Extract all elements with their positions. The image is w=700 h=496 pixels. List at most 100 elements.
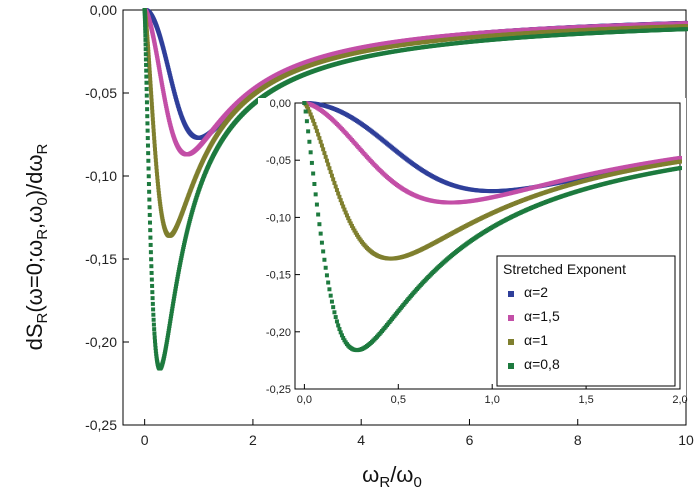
data-point xyxy=(146,47,151,52)
inset-series-group xyxy=(302,101,682,353)
data-point xyxy=(332,310,337,315)
data-point xyxy=(321,147,326,152)
main-y-tick-label: -0,15 xyxy=(85,251,117,267)
data-point xyxy=(334,188,339,193)
data-point xyxy=(318,231,323,236)
data-point xyxy=(150,117,155,122)
data-point xyxy=(184,232,189,237)
data-point xyxy=(174,284,179,289)
main-y-tick-label: -0,05 xyxy=(85,85,117,101)
legend: Stretched Exponent α=2 α=1,5 α=1 α=0,8 xyxy=(496,255,676,387)
data-point xyxy=(152,331,157,336)
data-point xyxy=(302,101,307,105)
data-point xyxy=(151,124,156,129)
main-x-tick-label: 4 xyxy=(357,432,365,448)
data-point xyxy=(314,128,319,133)
data-point xyxy=(152,147,157,152)
x-axis-title: ωR/ω0 xyxy=(362,462,422,491)
inset-plot: 0,00 -0,05 -0,10 -0,15 -0,20 -0,25 0,0 0,5 1,0 1… xyxy=(258,98,688,406)
data-point xyxy=(341,335,346,340)
data-point xyxy=(168,319,173,324)
main-y-tick-label: -0,25 xyxy=(85,417,117,433)
inset-series-1 xyxy=(302,101,682,261)
data-point xyxy=(313,192,318,197)
data-point xyxy=(143,29,148,34)
data-point xyxy=(169,314,174,319)
data-point xyxy=(153,151,158,156)
data-point xyxy=(347,218,352,223)
main-series-1 xyxy=(142,8,688,238)
data-point xyxy=(174,279,179,284)
data-point xyxy=(156,188,161,193)
inset-y-tick-label: -0,10 xyxy=(266,212,291,224)
data-point xyxy=(182,242,187,247)
main-y-tick-label: -0,20 xyxy=(85,334,117,350)
data-point xyxy=(146,49,151,54)
data-point xyxy=(144,80,149,85)
data-point xyxy=(142,19,147,24)
legend-marker xyxy=(508,315,514,321)
data-point xyxy=(328,293,333,298)
data-point xyxy=(151,132,156,137)
data-point xyxy=(145,121,150,126)
data-point xyxy=(319,143,324,148)
data-point xyxy=(146,158,151,163)
data-point xyxy=(152,327,157,332)
data-point xyxy=(154,356,159,361)
data-point xyxy=(684,21,688,26)
inset-y-tick-label: -0,15 xyxy=(266,270,291,282)
legend-marker xyxy=(508,291,514,297)
data-point xyxy=(173,286,178,291)
data-point xyxy=(157,194,162,199)
data-point xyxy=(153,346,158,351)
data-point xyxy=(180,251,185,256)
data-point xyxy=(143,37,148,42)
data-point xyxy=(152,139,157,144)
data-point xyxy=(303,109,308,114)
data-point xyxy=(148,235,153,240)
data-point xyxy=(150,301,155,306)
data-point xyxy=(174,281,179,286)
data-point xyxy=(327,166,332,171)
data-point xyxy=(311,118,316,123)
data-point xyxy=(178,258,183,263)
main-series-group xyxy=(142,8,688,371)
data-point xyxy=(150,113,155,118)
inset-y-axis: 0,00 -0,05 -0,10 -0,15 -0,20 -0,25 xyxy=(266,98,300,396)
data-point xyxy=(339,333,344,338)
data-point xyxy=(148,77,153,82)
data-point xyxy=(175,274,180,279)
data-point xyxy=(177,267,182,272)
data-point xyxy=(171,301,176,306)
data-point xyxy=(142,12,147,17)
data-point xyxy=(147,61,152,66)
data-point xyxy=(316,132,321,137)
data-point xyxy=(178,260,183,265)
data-point xyxy=(144,87,149,92)
inset-x-tick-label: 0,0 xyxy=(297,394,312,406)
data-point xyxy=(155,172,160,177)
data-point xyxy=(145,41,150,46)
data-point xyxy=(684,27,688,32)
main-x-tick-label: 10 xyxy=(678,432,694,448)
inset-plot-frame xyxy=(294,102,681,390)
data-point xyxy=(334,319,339,324)
legend-box xyxy=(496,255,676,387)
data-point xyxy=(342,207,347,212)
data-point xyxy=(342,338,347,343)
data-point xyxy=(146,166,151,171)
main-series-1_5 xyxy=(142,8,688,157)
data-point xyxy=(143,22,148,27)
data-point xyxy=(173,289,178,294)
data-point xyxy=(149,270,154,275)
data-point xyxy=(155,175,160,180)
data-point xyxy=(169,309,174,314)
data-point xyxy=(337,327,342,332)
data-point xyxy=(151,307,156,312)
data-point xyxy=(149,264,154,269)
data-point xyxy=(331,177,336,182)
data-point xyxy=(312,181,317,186)
data-point xyxy=(143,52,148,57)
data-point xyxy=(333,184,338,189)
